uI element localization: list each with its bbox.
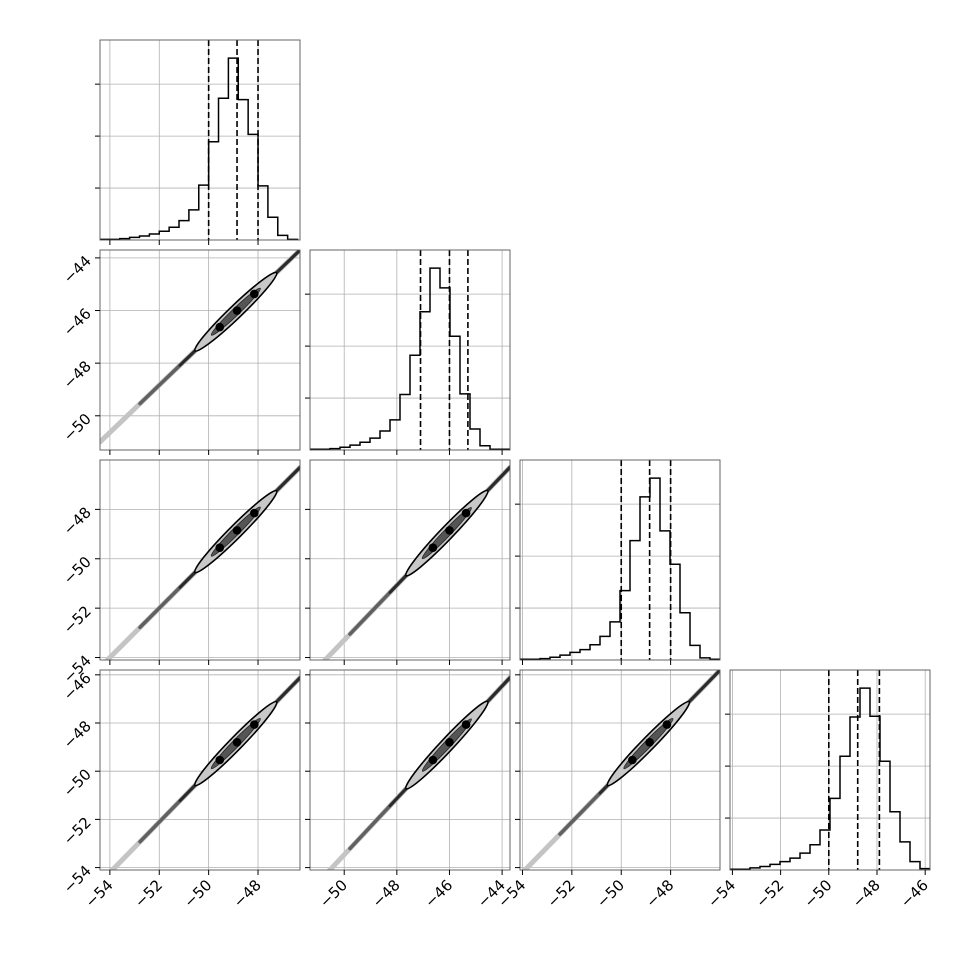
scatter-panel-0-1: −50 −48 −46 −44 <box>60 249 301 455</box>
density-peak <box>645 737 654 747</box>
x-tick-label: −48 <box>230 876 265 911</box>
density-layer <box>108 675 300 870</box>
grid-lines <box>310 460 510 660</box>
density-layer <box>321 464 510 660</box>
grid-lines <box>100 250 300 450</box>
y-tick-label: −50 <box>60 553 95 588</box>
scatter-panel-1-3: −50 −48 −46 −44 <box>305 669 511 911</box>
panel-frame <box>519 459 721 661</box>
y-tick-label: −46 <box>60 305 95 340</box>
histogram-steps <box>100 57 299 240</box>
x-tick-label: −46 <box>897 876 932 911</box>
histogram-panel-0 <box>95 39 301 245</box>
panel-frame <box>99 459 301 661</box>
y-tick-label: −44 <box>60 252 95 287</box>
panel-frame <box>309 249 511 451</box>
density-peak <box>250 508 259 518</box>
density-peak <box>428 755 438 765</box>
y-tick-label: −48 <box>60 717 95 752</box>
x-tick-label: −52 <box>131 876 166 911</box>
grid-lines <box>100 40 300 240</box>
density-peak <box>232 526 242 535</box>
grid-lines <box>100 670 300 870</box>
histogram-panel-1 <box>305 249 511 455</box>
histogram-steps <box>310 267 510 450</box>
panel-frame <box>519 669 721 871</box>
density-peak <box>215 543 225 552</box>
panel-frame <box>99 249 301 451</box>
scatter-panel-2-3: −54 −52 −50 −48 <box>494 669 721 911</box>
panel-frame <box>99 669 301 871</box>
density-peak <box>445 737 454 747</box>
density-layer <box>326 675 510 870</box>
x-tick-label: −52 <box>544 876 579 911</box>
density-peak <box>461 508 471 518</box>
density-peak <box>461 720 471 729</box>
x-tick-label: −50 <box>801 876 836 911</box>
density-peak <box>215 322 225 332</box>
x-tick-label: −54 <box>704 876 739 911</box>
panel-frame <box>729 669 931 871</box>
y-tick-label: −50 <box>60 765 95 800</box>
panel-frame <box>309 669 511 871</box>
density-peak <box>445 526 454 535</box>
y-tick-label: −48 <box>60 357 95 392</box>
y-tick-label: −50 <box>60 410 95 445</box>
panel-frame <box>309 459 511 661</box>
x-tick-label: −48 <box>849 876 884 911</box>
x-tick-label: −48 <box>642 876 677 911</box>
density-peak <box>428 543 438 552</box>
grid-lines <box>310 250 510 450</box>
histogram-panel-2 <box>515 459 721 665</box>
x-tick-label: −46 <box>421 876 456 911</box>
density-peak <box>250 289 259 299</box>
density-peak <box>662 720 672 729</box>
histogram-panel-3: −54 −52 −50 −48 −46 <box>704 669 932 911</box>
density-layer <box>103 464 300 660</box>
panel-frame <box>99 39 301 241</box>
density-peak <box>232 737 242 747</box>
x-tick-label: −48 <box>369 876 404 911</box>
grid-lines <box>310 670 510 870</box>
density-peak <box>215 755 225 765</box>
density-peak <box>628 755 637 765</box>
histogram-steps <box>520 477 720 660</box>
scatter-panel-1-2 <box>305 459 511 665</box>
density-peak <box>250 720 259 729</box>
y-tick-label: −52 <box>60 602 95 637</box>
scatter-panel-0-3: −54 −52 −50 −48−54−52−50−48−46 <box>60 669 301 911</box>
x-tick-label: −52 <box>752 876 787 911</box>
x-tick-label: −50 <box>180 876 215 911</box>
scatter-panel-0-2: −54−52−50−48 <box>60 459 301 687</box>
y-tick-label: −52 <box>60 813 95 848</box>
y-tick-label: −48 <box>60 503 95 538</box>
x-tick-label: −50 <box>316 876 351 911</box>
histogram-steps <box>730 687 930 870</box>
grid-lines <box>100 460 300 660</box>
density-layer <box>100 250 300 445</box>
x-tick-label: −50 <box>593 876 628 911</box>
density-peak <box>232 306 242 315</box>
density-layer <box>521 670 720 870</box>
